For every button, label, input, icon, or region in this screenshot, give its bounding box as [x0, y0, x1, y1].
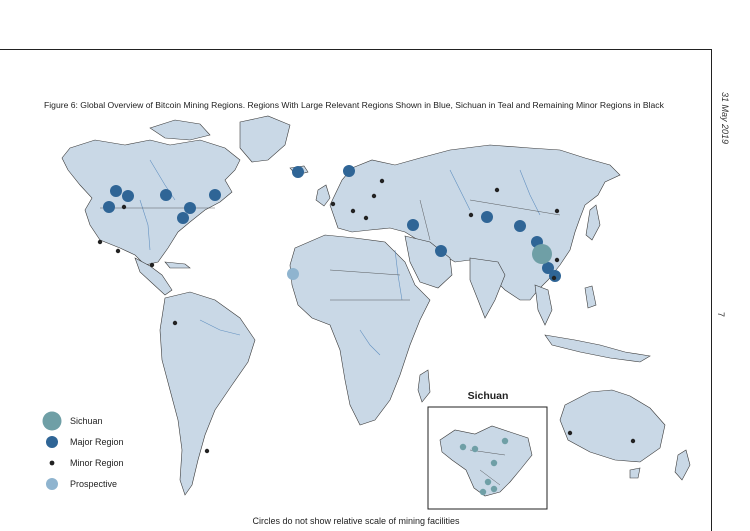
major-region-marker: [514, 220, 526, 232]
border: [329, 269, 401, 276]
minor-region-marker: [204, 448, 210, 454]
major-region-marker: [435, 245, 447, 257]
figure-caption: Figure 6: Global Overview of Bitcoin Min…: [44, 100, 664, 110]
minor-region-marker: [350, 208, 356, 214]
madagascar: [417, 369, 431, 403]
caribbean: [164, 261, 191, 269]
major-region-marker: [184, 202, 196, 214]
philippines: [584, 285, 597, 309]
major-region-marker: [407, 219, 419, 231]
minor-region-marker: [494, 187, 500, 193]
river: [359, 329, 381, 356]
river: [449, 169, 471, 211]
figure-footnote: Circles do not show relative scale of mi…: [252, 516, 460, 526]
central-america: [134, 257, 173, 296]
legend-label: Major Region: [70, 436, 124, 447]
major-region-marker: [122, 190, 134, 202]
minor-region-marker: [379, 178, 385, 184]
major-region-marker: [343, 165, 355, 177]
sichuan-site: [484, 478, 492, 486]
river: [199, 319, 241, 336]
arctic-islands: [149, 119, 211, 141]
prospective-marker: [287, 268, 299, 280]
major-region-marker: [103, 201, 115, 213]
india: [469, 257, 506, 319]
minor-region-marker: [115, 248, 121, 254]
minor-region-marker: [149, 262, 155, 268]
legend-item-prospective: Prospective: [40, 473, 124, 494]
sichuan-site: [479, 488, 487, 496]
sichuan-site: [490, 485, 498, 493]
uk: [315, 184, 331, 207]
minor-regions: [97, 178, 636, 454]
major-regions: [103, 165, 561, 282]
legend-sichuan-icon: [42, 411, 62, 430]
tasmania: [629, 467, 641, 479]
major-region-marker: [110, 185, 122, 197]
australia: [559, 389, 666, 463]
side-date: 31 May 2019: [720, 92, 730, 145]
world-map: [61, 115, 691, 510]
sichuan-site: [471, 445, 479, 453]
river: [139, 199, 151, 251]
sichuan-world-marker: [532, 244, 552, 264]
minor-region-marker: [554, 208, 560, 214]
sichuan-site: [459, 443, 467, 451]
legend-item-minor-region: Minor Region: [40, 452, 124, 473]
southeast-asia: [534, 284, 553, 326]
minor-region-marker: [567, 430, 573, 436]
major-region-marker: [481, 211, 493, 223]
indonesia: [544, 334, 651, 363]
major-region-marker: [292, 166, 304, 178]
sichuan-site: [490, 459, 498, 467]
river: [519, 169, 541, 216]
legend-item-major-region: Major Region: [40, 431, 124, 452]
minor-region-marker: [554, 257, 560, 263]
major-region-marker: [209, 189, 221, 201]
legend-minor-icon: [49, 460, 55, 465]
map-legend: Sichuan Major Region Minor Region Prospe…: [40, 410, 124, 494]
minor-region-marker: [330, 201, 336, 207]
major-region-marker: [160, 189, 172, 201]
major-region-marker: [542, 262, 554, 274]
legend-item-sichuan: Sichuan: [40, 410, 124, 431]
minor-region-marker: [363, 215, 369, 221]
greenland: [239, 115, 291, 163]
minor-region-marker: [371, 193, 377, 199]
major-region-marker: [177, 212, 189, 224]
sichuan-site: [501, 437, 509, 445]
legend-label: Sichuan: [70, 415, 103, 426]
sichuan-inset-sites: [459, 437, 509, 496]
legend-major-icon: [46, 435, 58, 448]
top-rule: [0, 49, 712, 50]
minor-region-marker: [468, 212, 474, 218]
japan: [585, 204, 601, 241]
major-region-marker: [549, 270, 561, 282]
border: [419, 199, 431, 241]
legend-prospective-icon: [46, 477, 58, 490]
page-number: 7: [716, 312, 726, 318]
north-america: [61, 139, 241, 266]
border: [469, 199, 561, 216]
arabia: [404, 235, 453, 289]
minor-region-marker: [121, 204, 127, 210]
minor-region-marker: [551, 275, 557, 281]
legend-label: Prospective: [70, 478, 118, 489]
new-zealand: [674, 449, 691, 481]
minor-region-marker: [172, 320, 178, 326]
side-rule: [711, 49, 712, 531]
south-america: [159, 291, 256, 496]
minor-region-marker: [97, 239, 103, 245]
legend-label: Minor Region: [70, 457, 124, 468]
sichuan-province: [439, 425, 533, 497]
inset-title: Sichuan: [467, 390, 509, 402]
minor-region-marker: [630, 438, 636, 444]
